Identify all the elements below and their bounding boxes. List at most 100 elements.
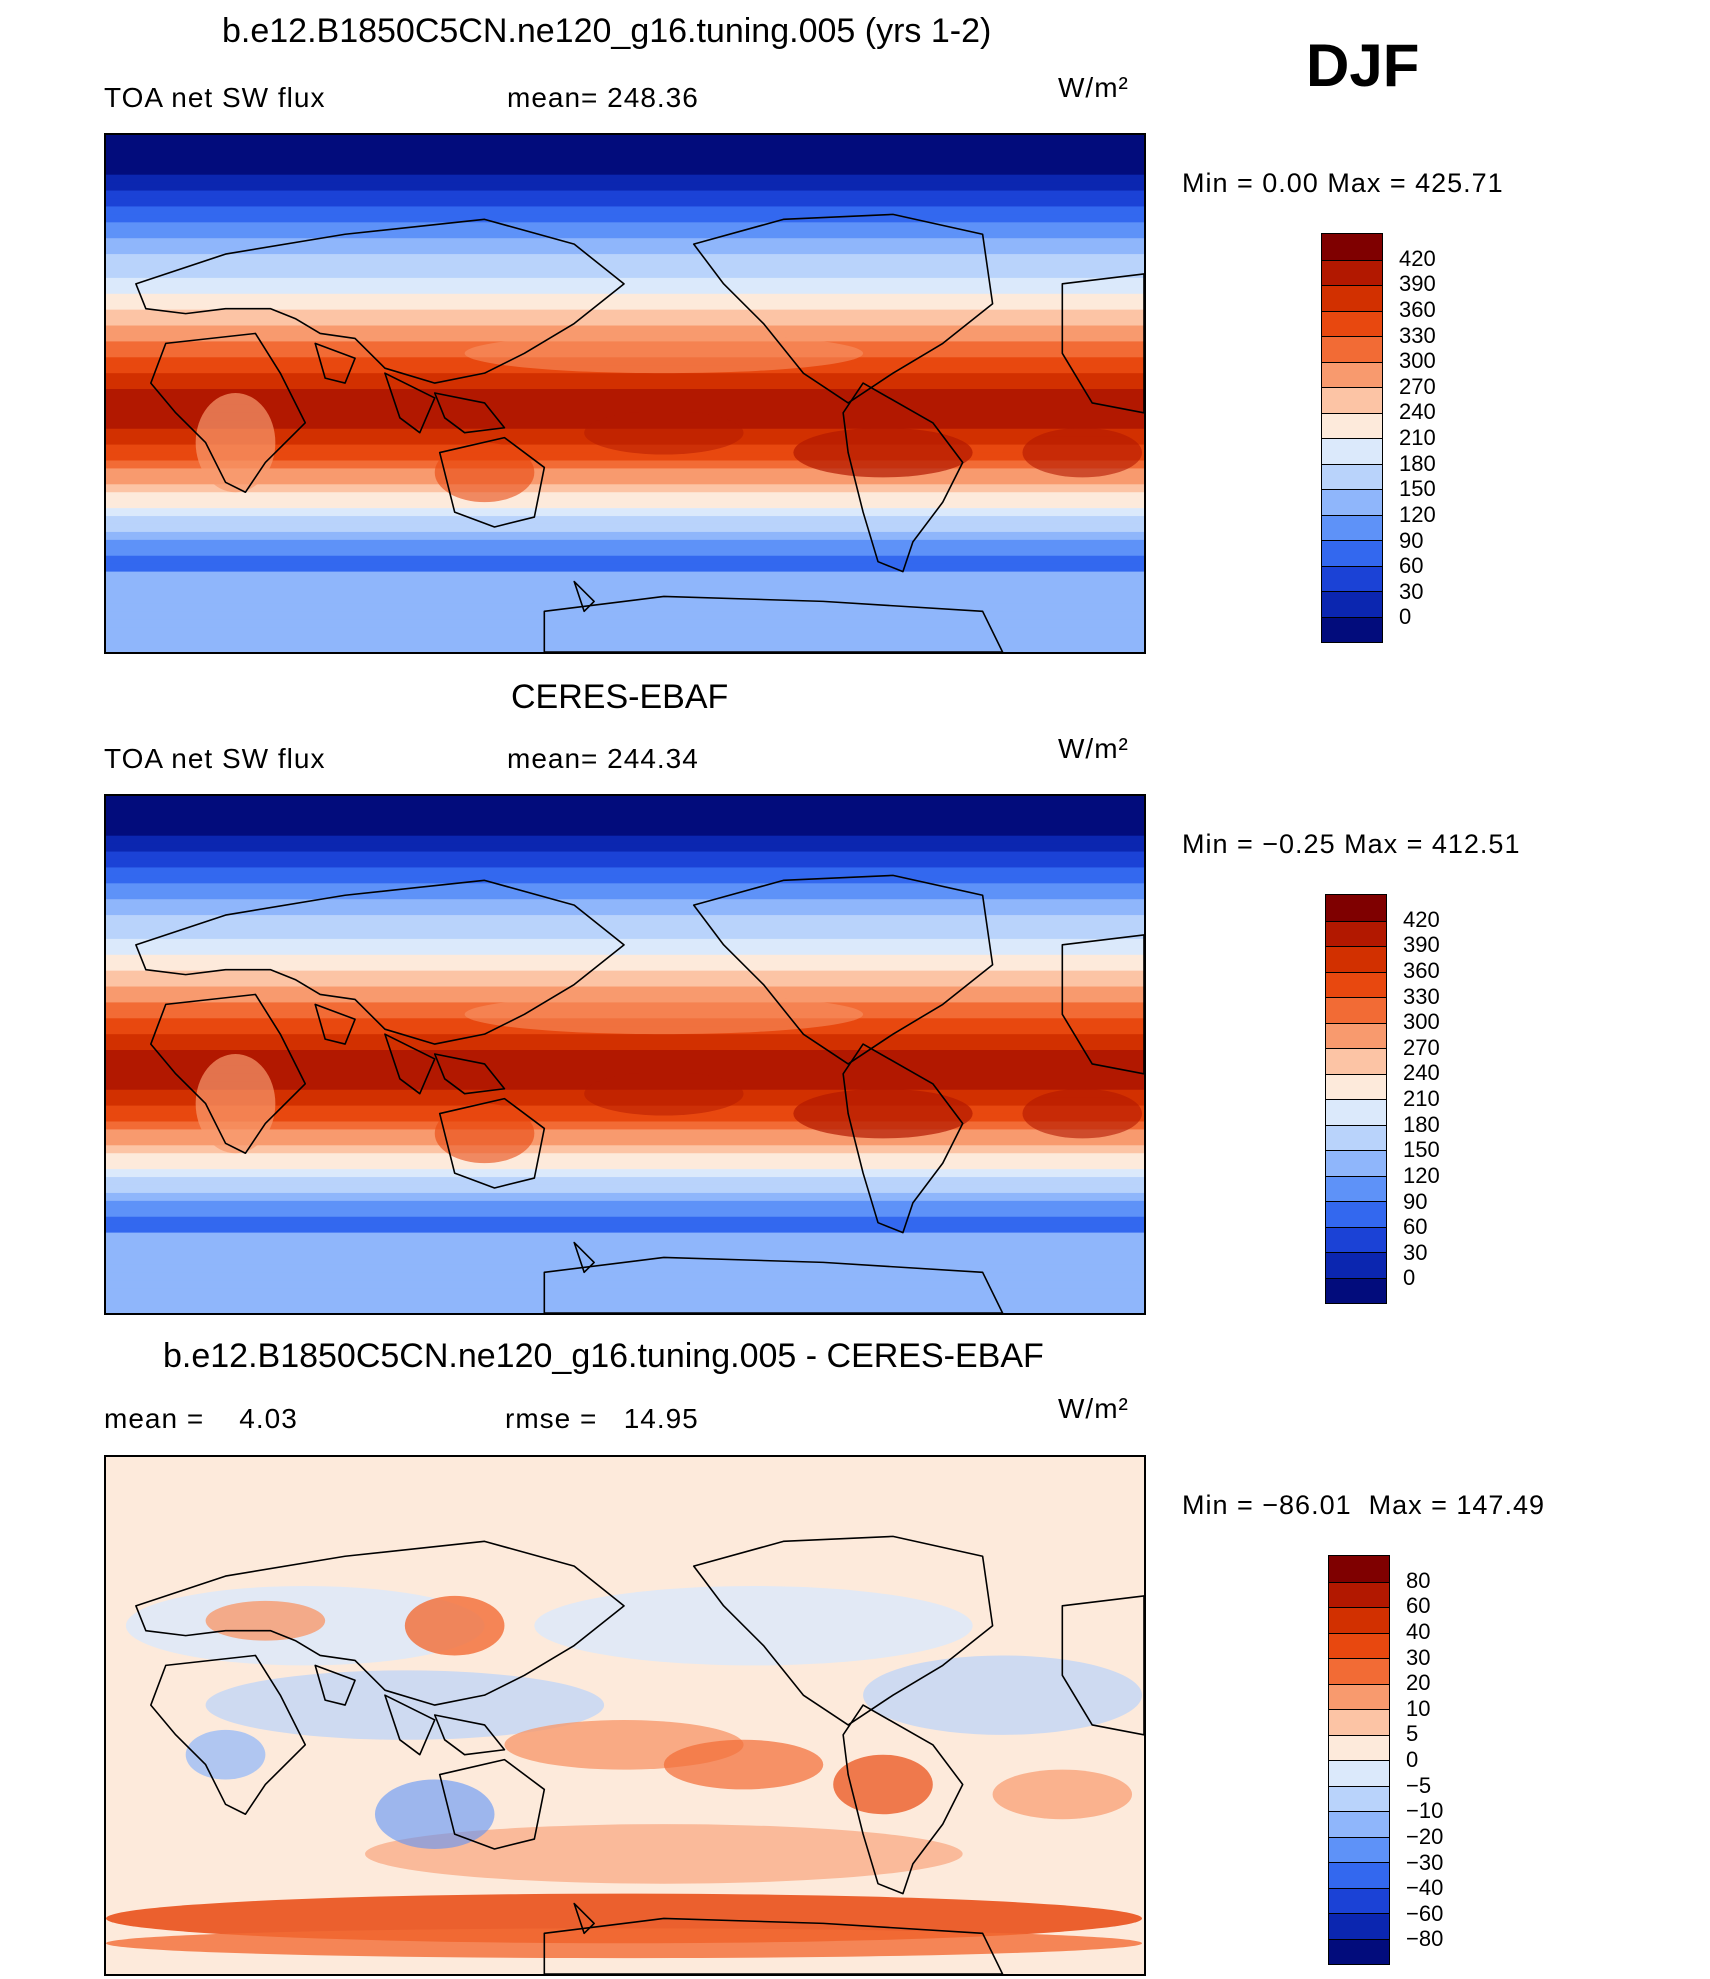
colorbar-tick-label: 0: [1403, 1265, 1416, 1291]
colorbar-tick-label: 180: [1399, 450, 1436, 476]
colorbar-tick-label: −10: [1406, 1798, 1444, 1824]
colorbar-swatch: [1329, 1836, 1389, 1862]
colorbar-swatch: [1322, 489, 1382, 515]
panel-2-mean-label: mean= 244.34: [507, 743, 699, 774]
colorbar-tick-label: 90: [1403, 1188, 1428, 1214]
colorbar-tick-label: 270: [1403, 1034, 1440, 1060]
colorbar-tick-label: 240: [1399, 399, 1436, 425]
season-label: DJF: [1306, 32, 1420, 99]
colorbar-swatch: [1322, 361, 1382, 387]
panel-1-colorbar-labels: 420 390 360 330 300 270 240 210 180 150 120 90 60 30 0: [1399, 233, 1479, 643]
colorbar-tick-label: 80: [1406, 1567, 1431, 1593]
colorbar-swatch: [1326, 1022, 1386, 1048]
colorbar-swatch: [1329, 1709, 1389, 1735]
colorbar-tick-label: −40: [1406, 1875, 1444, 1901]
panel-3-colorbar: [1328, 1555, 1390, 1965]
colorbar-swatch: [1322, 234, 1382, 260]
colorbar-tick-label: −60: [1406, 1900, 1444, 1926]
panel-3-map: [104, 1455, 1146, 1976]
panel-1-minmax: Min = 0.00 Max = 425.71: [1182, 168, 1504, 198]
colorbar-tick-label: 60: [1399, 553, 1424, 579]
colorbar-swatch: [1326, 1124, 1386, 1150]
colorbar-swatch: [1329, 1658, 1389, 1684]
colorbar-swatch: [1326, 1201, 1386, 1227]
colorbar-swatch: [1326, 997, 1386, 1023]
colorbar-swatch: [1329, 1632, 1389, 1658]
colorbar-swatch: [1322, 565, 1382, 591]
colorbar-tick-label: 270: [1399, 373, 1436, 399]
colorbar-tick-label: 240: [1403, 1060, 1440, 1086]
colorbar-swatch: [1322, 259, 1382, 285]
colorbar-tick-label: 120: [1399, 501, 1436, 527]
colorbar-tick-label: 300: [1399, 348, 1436, 374]
colorbar-swatch: [1322, 616, 1382, 642]
panel-3-colorbar-labels: 80 60 40 30 20 10 5 0 −5 −10 −20 −30 −40 −60 −80: [1406, 1555, 1486, 1965]
colorbar-swatch: [1329, 1785, 1389, 1811]
colorbar-swatch: [1326, 1277, 1386, 1303]
colorbar-swatch: [1322, 591, 1382, 617]
panel-1-units-label: W/m²: [1058, 72, 1129, 103]
colorbar-tick-label: 210: [1399, 425, 1436, 450]
colorbar-tick-label: 0: [1399, 604, 1412, 630]
colorbar-tick-label: 5: [1406, 1721, 1419, 1747]
colorbar-tick-label: 150: [1403, 1137, 1440, 1163]
colorbar-tick-label: 420: [1403, 906, 1440, 932]
colorbar-swatch: [1329, 1938, 1389, 1964]
panel-3-mean-label: mean = 4.03: [104, 1403, 298, 1434]
colorbar-tick-label: 30: [1406, 1644, 1431, 1670]
colorbar-swatch: [1326, 920, 1386, 946]
map-field: [106, 1457, 1144, 1974]
colorbar-swatch: [1326, 1073, 1386, 1099]
colorbar-tick-label: −20: [1406, 1823, 1444, 1849]
colorbar-swatch: [1322, 514, 1382, 540]
panel-2-colorbar: [1325, 894, 1387, 1304]
colorbar-swatch: [1322, 285, 1382, 311]
colorbar-swatch: [1322, 336, 1382, 362]
colorbar-swatch: [1322, 463, 1382, 489]
panel-2-variable-label: TOA net SW flux: [104, 743, 326, 774]
colorbar-tick-label: 30: [1403, 1239, 1428, 1265]
colorbar-tick-label: 10: [1406, 1695, 1431, 1721]
colorbar-tick-label: 390: [1399, 271, 1436, 297]
panel-1-map: [104, 133, 1146, 654]
colorbar-tick-label: −80: [1406, 1926, 1444, 1952]
map-field: [106, 796, 1144, 1313]
panel-2-title: CERES-EBAF: [511, 678, 729, 716]
colorbar-swatch: [1329, 1581, 1389, 1607]
colorbar-tick-label: 420: [1399, 245, 1436, 271]
colorbar-tick-label: 40: [1406, 1618, 1431, 1644]
panel-1-mean-label: mean= 248.36: [507, 82, 699, 113]
colorbar-tick-label: 360: [1403, 957, 1440, 983]
panel-2-minmax: Min = −0.25 Max = 412.51: [1182, 829, 1521, 859]
colorbar-swatch: [1326, 1252, 1386, 1278]
colorbar-tick-label: 300: [1403, 1009, 1440, 1035]
colorbar-tick-label: 390: [1403, 932, 1440, 958]
colorbar-swatch: [1326, 1048, 1386, 1074]
colorbar-tick-label: 330: [1399, 322, 1436, 348]
map-field: [106, 135, 1144, 652]
panel-2-units-label: W/m²: [1058, 733, 1129, 764]
colorbar-tick-label: 150: [1399, 476, 1436, 502]
colorbar-swatch: [1326, 946, 1386, 972]
colorbar-swatch: [1326, 1226, 1386, 1252]
colorbar-swatch: [1329, 1607, 1389, 1633]
panel-3-rmse-label: rmse = 14.95: [505, 1403, 699, 1434]
colorbar-tick-label: 360: [1399, 296, 1436, 322]
panel-1-colorbar: [1321, 233, 1383, 643]
panel-3-minmax: Min = −86.01 Max = 147.49: [1182, 1490, 1545, 1520]
colorbar-swatch: [1326, 1099, 1386, 1125]
panel-2-colorbar-labels: 420 390 360 330 300 270 240 210 180 150 120 90 60 30 0: [1403, 894, 1483, 1304]
colorbar-swatch: [1329, 1887, 1389, 1913]
colorbar-tick-label: 210: [1403, 1086, 1440, 1111]
colorbar-tick-label: 180: [1403, 1111, 1440, 1137]
colorbar-swatch: [1329, 1556, 1389, 1582]
colorbar-swatch: [1322, 540, 1382, 566]
colorbar-tick-label: −30: [1406, 1849, 1444, 1875]
panel-2-map: [104, 794, 1146, 1315]
colorbar-swatch: [1326, 1150, 1386, 1176]
colorbar-swatch: [1329, 1811, 1389, 1837]
colorbar-swatch: [1322, 387, 1382, 413]
colorbar-tick-label: 20: [1406, 1670, 1431, 1696]
colorbar-swatch: [1329, 1683, 1389, 1709]
colorbar-swatch: [1326, 895, 1386, 921]
